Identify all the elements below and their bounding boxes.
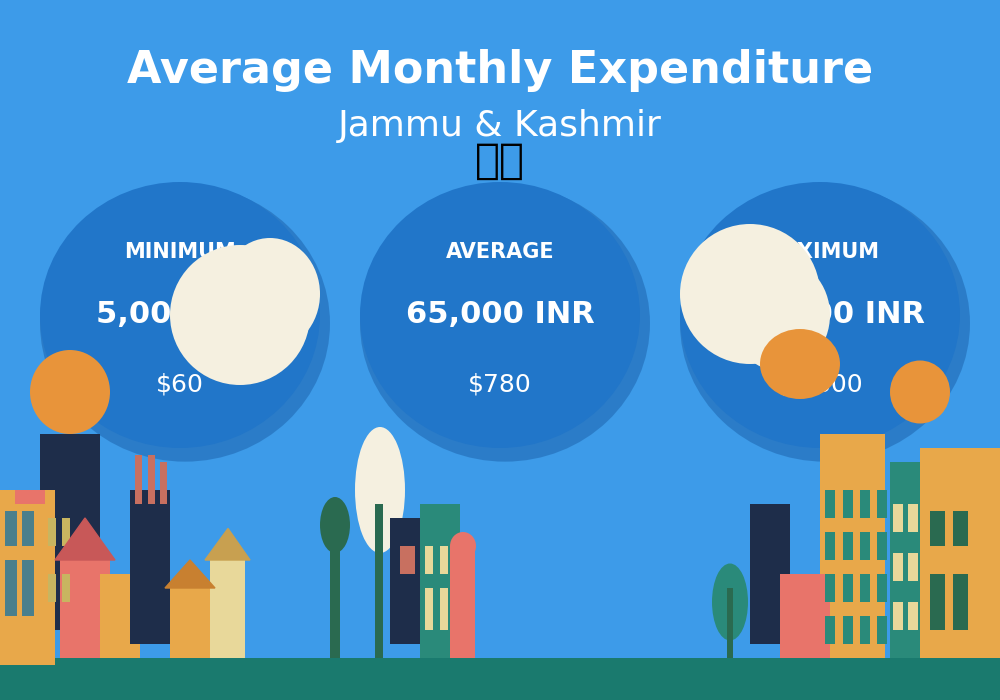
Bar bbox=[860, 490, 870, 518]
Text: Jammu & Kashmir: Jammu & Kashmir bbox=[338, 109, 662, 143]
Polygon shape bbox=[205, 528, 250, 560]
Bar bbox=[148, 455, 155, 504]
Bar bbox=[450, 546, 475, 658]
Text: Average Monthly Expenditure: Average Monthly Expenditure bbox=[127, 48, 873, 92]
Bar bbox=[877, 532, 887, 560]
Ellipse shape bbox=[220, 238, 320, 350]
Bar bbox=[48, 518, 56, 546]
Bar bbox=[877, 574, 887, 602]
Ellipse shape bbox=[890, 360, 950, 424]
Ellipse shape bbox=[320, 497, 350, 553]
Bar bbox=[440, 588, 448, 630]
Ellipse shape bbox=[40, 185, 330, 462]
Ellipse shape bbox=[680, 224, 820, 364]
Text: MAXIMUM: MAXIMUM bbox=[761, 242, 880, 262]
Bar bbox=[170, 588, 210, 658]
Bar bbox=[100, 574, 140, 658]
Bar bbox=[5, 511, 17, 546]
Text: $60: $60 bbox=[156, 373, 204, 397]
Bar bbox=[953, 574, 968, 630]
Bar bbox=[210, 560, 245, 658]
Bar bbox=[860, 574, 870, 602]
Bar bbox=[908, 602, 918, 630]
Text: $7,800: $7,800 bbox=[776, 373, 864, 397]
Polygon shape bbox=[55, 518, 115, 560]
Bar bbox=[425, 588, 433, 630]
Bar bbox=[893, 504, 903, 532]
Text: $780: $780 bbox=[468, 373, 532, 397]
Bar bbox=[843, 490, 853, 518]
Ellipse shape bbox=[680, 182, 960, 448]
Bar bbox=[62, 518, 70, 546]
Bar bbox=[0, 658, 1000, 700]
Bar bbox=[390, 518, 425, 644]
Bar bbox=[22, 511, 34, 546]
Bar bbox=[825, 616, 835, 644]
Bar bbox=[908, 553, 918, 581]
Bar bbox=[860, 532, 870, 560]
Bar bbox=[860, 616, 870, 644]
Bar bbox=[893, 602, 903, 630]
Bar bbox=[890, 462, 920, 658]
Ellipse shape bbox=[40, 182, 320, 448]
Bar bbox=[22, 560, 34, 616]
Bar bbox=[877, 616, 887, 644]
Bar bbox=[425, 546, 433, 574]
Text: MINIMUM: MINIMUM bbox=[124, 242, 236, 262]
Bar bbox=[130, 490, 170, 644]
Ellipse shape bbox=[730, 259, 830, 371]
Bar bbox=[843, 532, 853, 560]
Bar bbox=[893, 553, 903, 581]
Bar bbox=[400, 546, 415, 574]
Bar bbox=[40, 434, 100, 630]
Bar bbox=[0, 490, 55, 665]
Bar bbox=[727, 588, 733, 658]
Ellipse shape bbox=[450, 532, 476, 560]
Bar bbox=[843, 616, 853, 644]
Polygon shape bbox=[165, 560, 215, 588]
Bar bbox=[920, 448, 1000, 658]
Text: 65,000 INR: 65,000 INR bbox=[406, 300, 594, 330]
Ellipse shape bbox=[712, 564, 748, 640]
Bar bbox=[440, 546, 448, 574]
Bar bbox=[135, 455, 142, 504]
Bar bbox=[825, 574, 835, 602]
Bar bbox=[843, 574, 853, 602]
Text: AVERAGE: AVERAGE bbox=[446, 242, 554, 262]
Bar bbox=[160, 462, 167, 504]
Text: 🇮🇳: 🇮🇳 bbox=[475, 140, 525, 182]
Bar bbox=[5, 560, 17, 616]
Bar bbox=[48, 574, 56, 602]
Bar bbox=[825, 490, 835, 518]
Ellipse shape bbox=[30, 350, 110, 434]
Bar bbox=[930, 574, 945, 630]
Ellipse shape bbox=[680, 185, 970, 462]
Bar bbox=[420, 504, 460, 658]
Bar bbox=[750, 504, 790, 644]
Bar bbox=[825, 532, 835, 560]
Bar bbox=[930, 511, 945, 546]
Bar bbox=[62, 574, 70, 602]
Bar bbox=[60, 560, 110, 658]
Ellipse shape bbox=[170, 245, 310, 385]
Bar bbox=[15, 490, 45, 504]
Bar bbox=[908, 504, 918, 532]
Ellipse shape bbox=[355, 427, 405, 553]
Text: 650,000 INR: 650,000 INR bbox=[715, 300, 925, 330]
Bar bbox=[330, 532, 340, 658]
Ellipse shape bbox=[760, 329, 840, 399]
Bar bbox=[820, 434, 885, 658]
Bar bbox=[953, 511, 968, 546]
Bar bbox=[375, 504, 383, 658]
Bar bbox=[780, 574, 830, 658]
Text: 5,000 INR: 5,000 INR bbox=[96, 300, 264, 330]
Ellipse shape bbox=[360, 185, 650, 462]
Ellipse shape bbox=[360, 182, 640, 448]
Bar bbox=[877, 490, 887, 518]
